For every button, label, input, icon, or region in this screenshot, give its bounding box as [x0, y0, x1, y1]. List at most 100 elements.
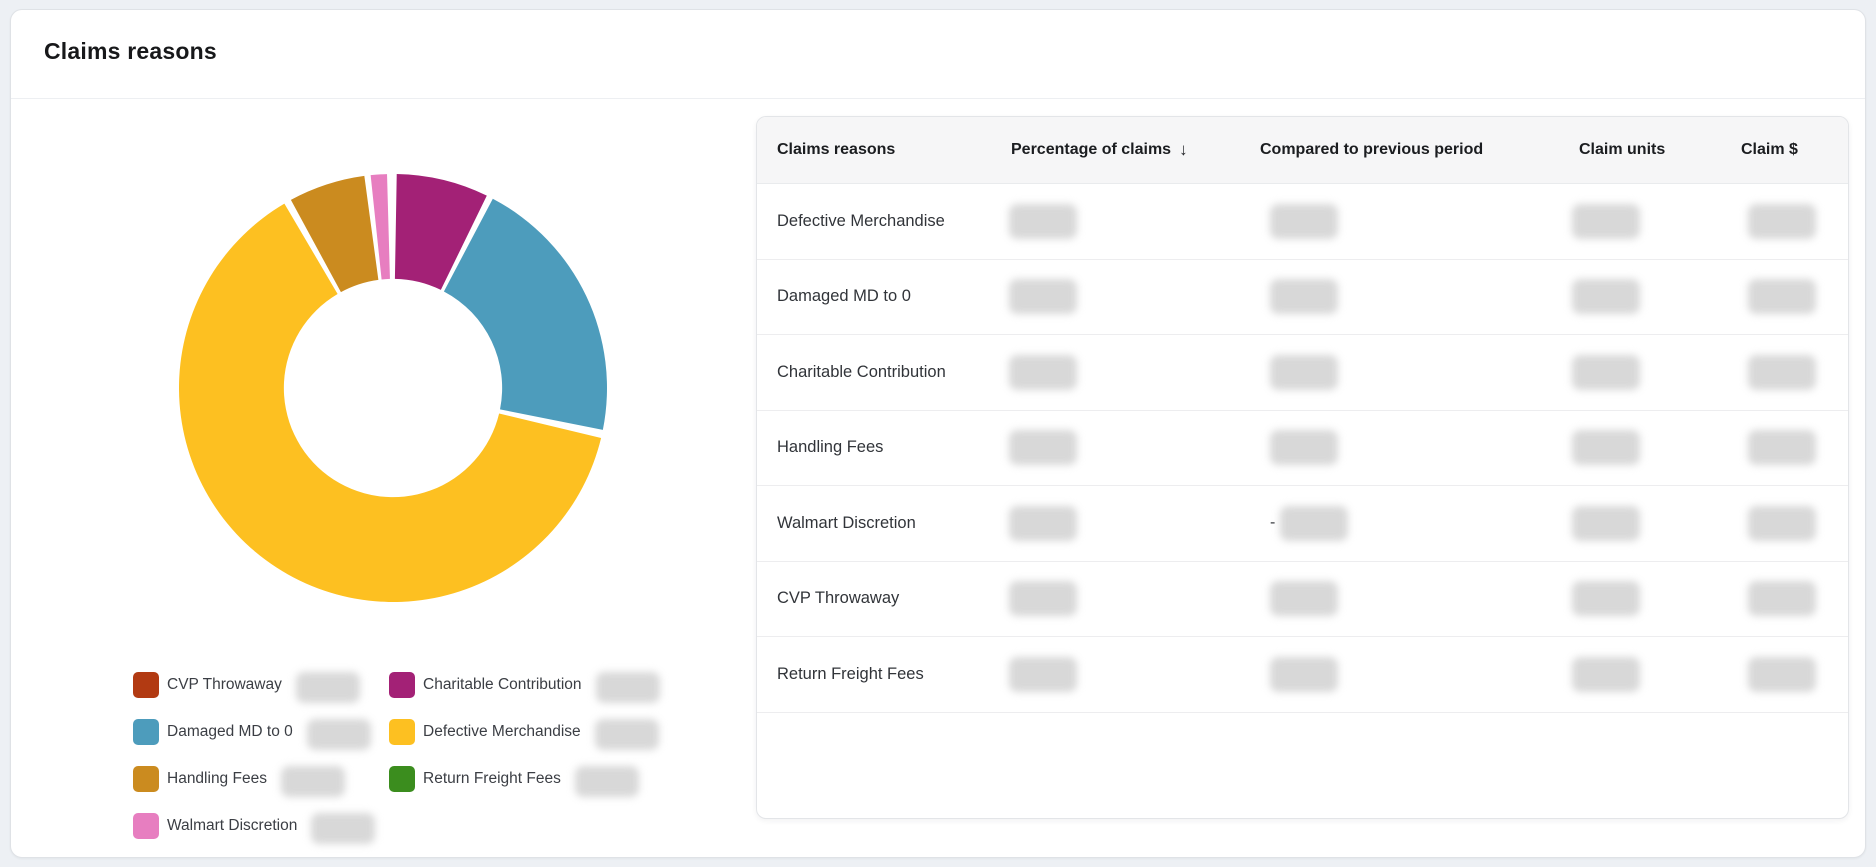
legend-label: Return Freight Fees [423, 769, 561, 787]
claims-table-card: Claims reasons Percentage of claims ↓ Compa… [756, 116, 1849, 819]
table-row-charitable-contribution: Charitable Contribution [757, 335, 1848, 411]
table-cell [1007, 581, 1260, 617]
redacted-value [1572, 656, 1640, 692]
redacted-value [1572, 505, 1640, 541]
legend-item-damaged-md-to-0[interactable]: Damaged MD to 0 [133, 716, 389, 750]
table-cell [1741, 279, 1828, 315]
table-cell [1741, 203, 1828, 239]
legend-color-swatch [389, 765, 415, 792]
redacted-value [1009, 354, 1077, 390]
legend-item-handling-fees[interactable]: Handling Fees [133, 763, 389, 797]
table-row-defective-merchandise: Defective Merchandise [757, 184, 1848, 260]
table-cell [1260, 354, 1567, 390]
redacted-value [1009, 505, 1077, 541]
redacted-value [574, 766, 639, 797]
redacted-value [1270, 430, 1338, 466]
table-cell [1260, 430, 1567, 466]
sort-desc-icon: ↓ [1179, 140, 1188, 159]
legend-color-swatch [389, 671, 415, 698]
redacted-value [1270, 354, 1338, 390]
table-cell [1567, 279, 1741, 315]
legend-label: Walmart Discretion [167, 816, 298, 834]
claim-reason-label: Handling Fees [777, 438, 884, 457]
table-row-damaged-md-to-0: Damaged MD to 0 [757, 260, 1848, 335]
redacted-value [1748, 279, 1816, 315]
column-header-label: Compared to previous period [1260, 141, 1484, 158]
legend-label: Charitable Contribution [423, 675, 582, 693]
redacted-value [595, 672, 660, 703]
table-cell [1741, 581, 1828, 617]
redacted-value [1270, 656, 1338, 692]
column-header-claim[interactable]: Claim $ [1741, 141, 1828, 159]
donut-segment-defective-merchandise[interactable] [178, 203, 602, 603]
redacted-value [1748, 203, 1816, 239]
column-header-claim-units[interactable]: Claim units [1567, 141, 1741, 159]
legend-color-swatch [133, 812, 159, 839]
table-row-return-freight-fees: Return Freight Fees [757, 637, 1848, 713]
redacted-value [1280, 505, 1349, 541]
legend-label: CVP Throwaway [167, 675, 282, 693]
redacted-value [311, 813, 376, 844]
claim-reason-label: Walmart Discretion [777, 513, 916, 532]
redacted-value [306, 719, 371, 750]
legend-item-charitable-contribution[interactable]: Charitable Contribution [389, 669, 660, 703]
column-header-claims-reasons[interactable]: Claims reasons [777, 141, 1007, 159]
table-cell [1260, 581, 1567, 617]
redacted-value [1270, 581, 1338, 617]
redacted-value [1572, 430, 1640, 466]
redacted-value [1748, 656, 1816, 692]
panel-divider [11, 98, 1865, 99]
column-header-label: Claim units [1579, 141, 1666, 158]
claim-reason-label: Charitable Contribution [777, 362, 946, 381]
redacted-value [1572, 203, 1640, 239]
table-cell [1007, 430, 1260, 466]
panel-title: Claims reasons [44, 38, 217, 64]
table-cell [1007, 354, 1260, 390]
redacted-value [1748, 581, 1816, 617]
legend-color-swatch [133, 718, 159, 745]
claims-reasons-panel: Claims reasons CVP Throwaway Charitable C… [10, 9, 1866, 858]
redacted-value [1009, 656, 1077, 692]
table-body: Defective Merchandise Damaged MD to 0 Char… [757, 184, 1848, 713]
redacted-value [1009, 279, 1077, 315]
table-cell [1741, 430, 1828, 466]
legend-item-cvp-throwaway[interactable]: CVP Throwaway [133, 669, 389, 703]
table-header-row: Claims reasons Percentage of claims ↓ Compa… [757, 117, 1848, 184]
table-cell [1741, 656, 1828, 692]
column-header-compared-to-previous-period[interactable]: Compared to previous period [1260, 141, 1567, 159]
table-cell [1007, 505, 1260, 541]
claim-reason-label: Damaged MD to 0 [777, 287, 911, 306]
table-cell [1260, 656, 1567, 692]
table-cell [1741, 354, 1828, 390]
legend-label: Handling Fees [167, 769, 267, 787]
table-cell [1567, 505, 1741, 541]
table-cell [1260, 203, 1567, 239]
donut-segment-walmart-discretion[interactable] [370, 174, 390, 280]
legend-item-defective-merchandise[interactable]: Defective Merchandise [389, 716, 660, 750]
redacted-value [1270, 203, 1338, 239]
legend-item-walmart-discretion[interactable]: Walmart Discretion [133, 810, 389, 844]
chart-legend: CVP Throwaway Charitable Contribution Dama… [133, 661, 660, 849]
redacted-value [1009, 581, 1077, 617]
redacted-value [1748, 430, 1816, 466]
negative-prefix: - [1270, 514, 1276, 532]
legend-item-return-freight-fees[interactable]: Return Freight Fees [389, 763, 660, 797]
table-cell [1007, 279, 1260, 315]
table-cell [1567, 581, 1741, 617]
column-header-percentage-of-claims[interactable]: Percentage of claims ↓ [1007, 140, 1260, 160]
table-cell [1260, 279, 1567, 315]
legend-color-swatch [133, 671, 159, 698]
redacted-value [1748, 354, 1816, 390]
redacted-value [1009, 430, 1077, 466]
donut-segment-damaged-md-to-0[interactable] [443, 198, 607, 430]
legend-color-swatch [389, 718, 415, 745]
donut-segment-charitable-contribution[interactable] [394, 174, 487, 290]
column-header-label: Claim $ [1741, 141, 1798, 158]
claim-reason-label: Defective Merchandise [777, 211, 945, 230]
donut-segment-handling-fees[interactable] [290, 175, 379, 293]
redacted-value [295, 672, 360, 703]
redacted-value [1572, 354, 1640, 390]
table-row-handling-fees: Handling Fees [757, 411, 1848, 486]
table-cell [1567, 430, 1741, 466]
